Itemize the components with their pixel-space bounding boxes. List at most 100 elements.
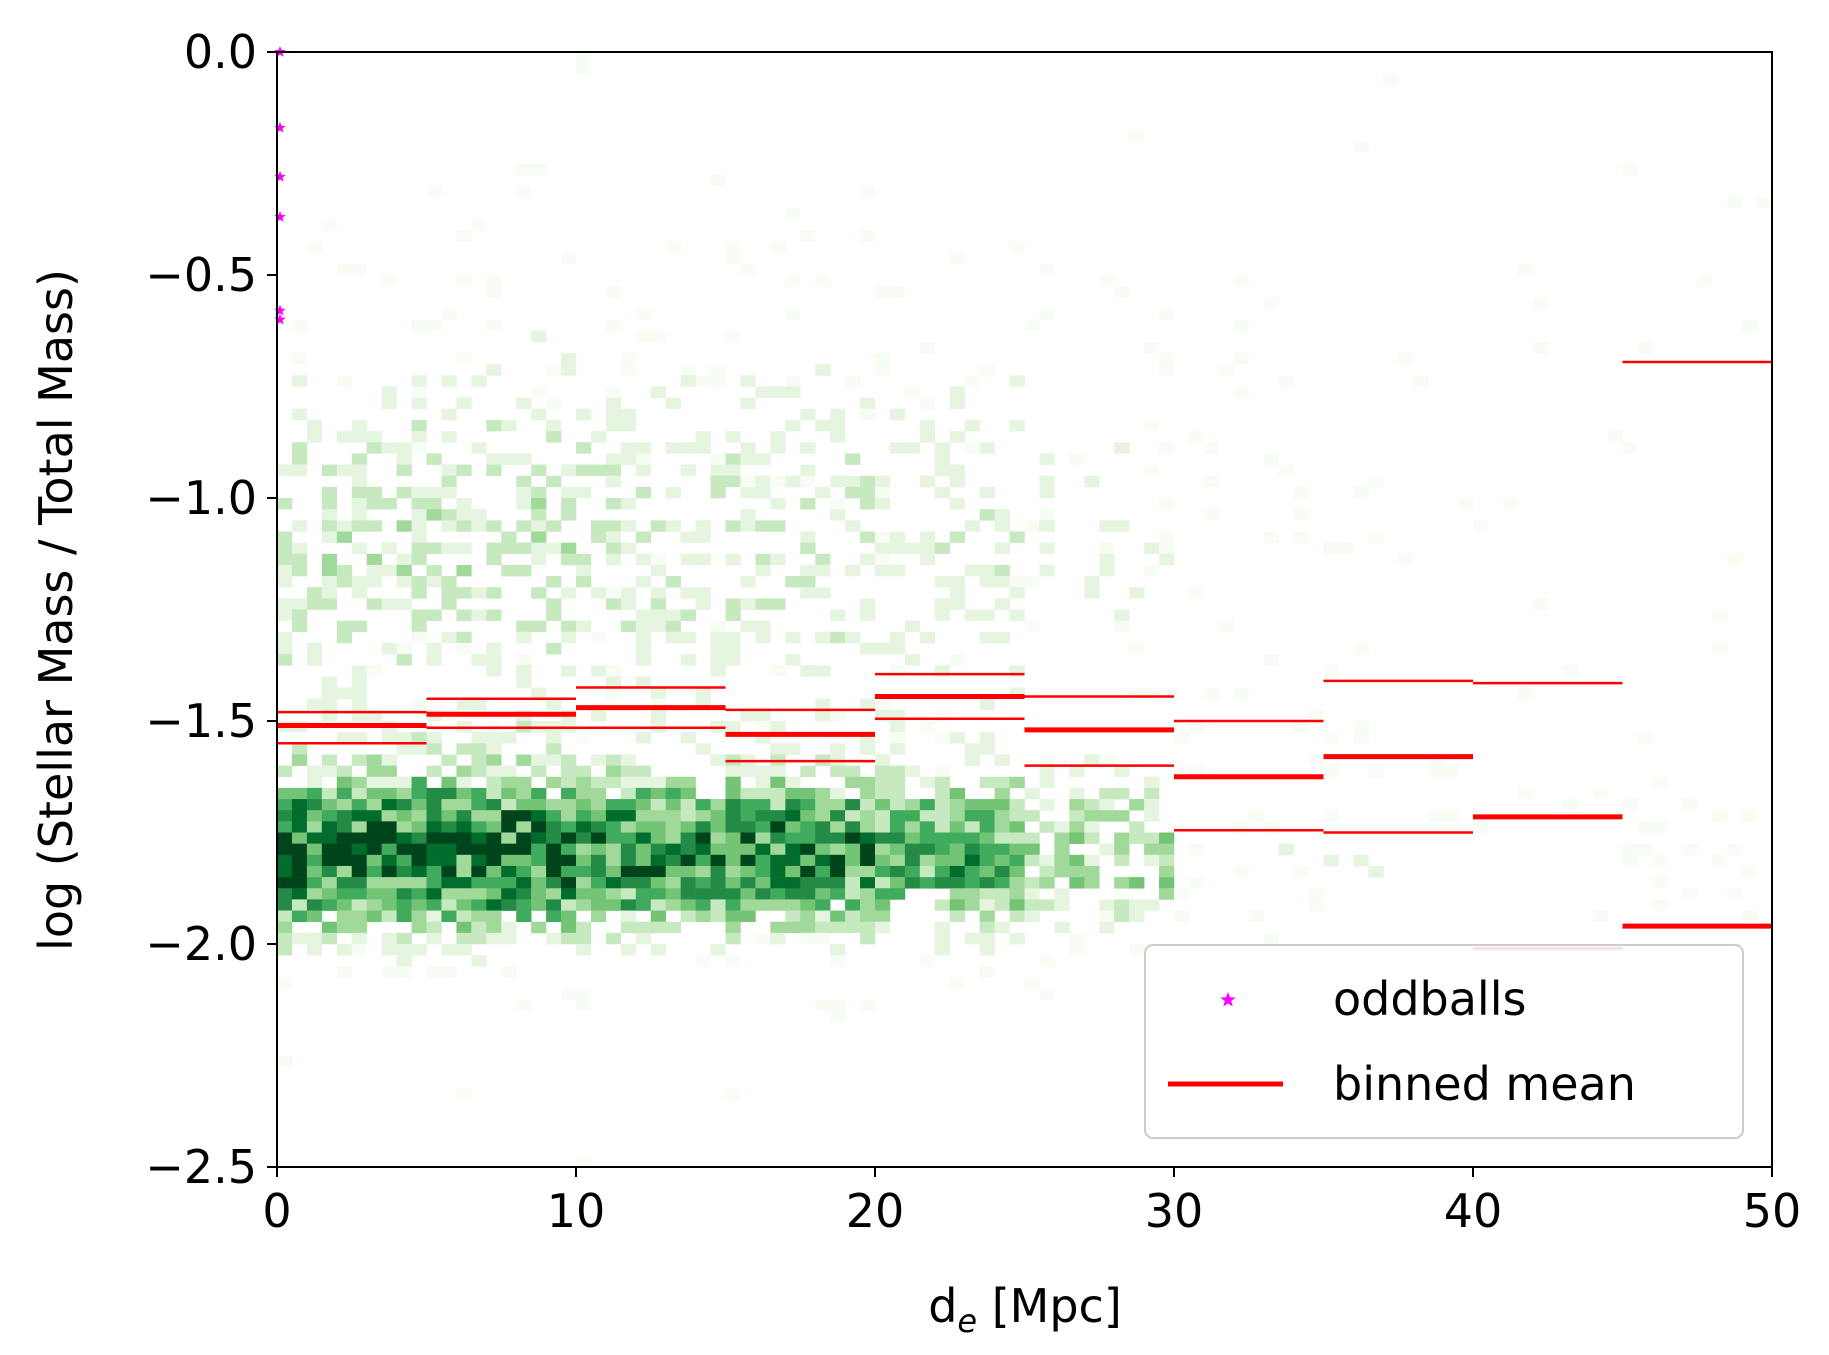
heatmap-cell [725,854,741,867]
heatmap-cell [277,609,293,621]
heatmap-cell [650,587,666,599]
heatmap-cell [979,732,995,744]
heatmap-cell [605,776,622,789]
heatmap-cell [411,542,427,555]
heatmap-cell [994,576,1010,588]
heatmap-cell [605,286,622,298]
plot-frame [276,51,1773,1168]
heatmap-cell [934,765,951,778]
heatmap-cell [516,854,532,867]
heatmap-cell [456,944,472,956]
heatmap-cell [546,364,562,376]
heatmap-cell [291,553,308,566]
heatmap-cell [934,732,951,744]
heatmap-cell [889,843,906,856]
heatmap-cell [531,899,547,911]
heatmap-cell [725,721,741,733]
heatmap-cell [755,799,771,811]
heatmap-cell [411,397,427,410]
heatmap-cell [441,587,457,599]
heatmap-cell [561,252,577,265]
heatmap-cell [979,821,995,833]
y-tick-label: 0.0 [184,25,257,79]
heatmap-cell [770,475,786,488]
heatmap-cell [516,999,532,1012]
heatmap-cell [366,498,382,510]
heatmap-cell [531,821,547,833]
heatmap-cell [291,319,308,332]
heatmap-cell [351,687,367,699]
heatmap-cell [486,464,502,476]
heatmap-cell [665,877,681,889]
heatmap-cell [576,988,592,1001]
heatmap-cell [964,854,980,867]
heatmap-cell [740,888,756,900]
heatmap-cell [1084,821,1100,833]
heatmap-cell [456,921,472,934]
heatmap-cell [396,877,412,889]
heatmap-cell [605,520,622,532]
heatmap-cell [1039,263,1055,276]
heatmap-cell [1129,944,1145,956]
heatmap-cell [740,509,756,521]
heatmap-cell [1144,899,1160,911]
heatmap-cell [531,620,547,633]
heatmap-cell [755,475,771,488]
heatmap-cell [381,754,397,766]
heatmap-cell [561,364,577,376]
heatmap-cell [800,921,816,934]
heatmap-cell [979,877,995,889]
heatmap-cell [1443,765,1459,778]
heatmap-cell [949,598,965,610]
heatmap-cell [1009,888,1025,900]
heatmap-cell [770,799,786,811]
heatmap-cell [815,419,831,432]
heatmap-cell [710,620,726,633]
heatmap-cell [889,542,906,555]
heatmap-cell [1099,787,1115,800]
heatmap-cell [830,888,846,900]
heatmap-cell [919,810,936,822]
heatmap-cell [620,865,637,878]
heatmap-cell [1353,642,1369,655]
heatmap-cell [665,609,681,621]
heatmap-cell [1398,353,1414,365]
heatmap-cell [650,598,666,610]
heatmap-cell [964,932,980,945]
heatmap-cell [546,843,562,856]
heatmap-cell [471,787,487,800]
heatmap-cell [351,843,367,856]
heatmap-cell [949,888,965,900]
heatmap-cell [785,419,801,432]
heatmap-cell [830,787,846,800]
heatmap-cell [516,776,532,789]
heatmap-cell [964,810,980,822]
legend-label-binned-mean: binned mean [1333,1057,1636,1111]
heatmap-cell [396,843,412,856]
heatmap-cell [546,910,562,922]
heatmap-cell [1024,787,1040,800]
heatmap-cell [1099,553,1115,566]
heatmap-cell [396,654,412,666]
heatmap-cell [306,642,323,655]
heatmap-cell [845,854,861,867]
heatmap-cell [351,854,367,867]
heatmap-cell [1159,353,1175,365]
heatmap-cell [1039,865,1055,878]
heatmap-cell [620,888,637,900]
heatmap-cell [576,408,592,421]
heatmap-cell [456,1088,472,1101]
heatmap-cell [605,542,622,555]
heatmap-cell [546,888,562,900]
heatmap-cell [321,877,338,889]
heatmap-cell [381,776,397,789]
heatmap-cell [336,375,353,387]
heatmap-cell [291,843,308,856]
heatmap-cell [471,732,487,744]
heatmap-cell [1174,732,1190,744]
y-tick-label: −1.0 [145,471,257,525]
heatmap-cell [845,799,861,811]
heatmap-cell [815,921,831,934]
heatmap-cell [1159,553,1175,566]
